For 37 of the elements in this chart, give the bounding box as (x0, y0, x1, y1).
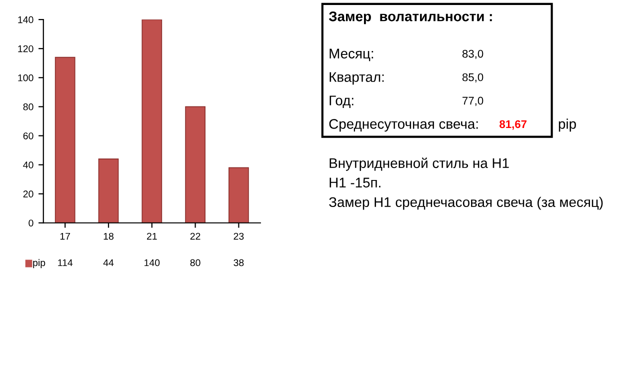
text: Замер волатильности : (328, 11, 492, 24)
text: Замер H1 среднечасовая свеча (за месяц) (329, 196, 603, 210)
text: 83,0 (462, 50, 484, 60)
x-tick-label: 18 (104, 232, 114, 240)
text: pip (558, 118, 576, 132)
x-tick-label: 17 (60, 232, 70, 240)
bar (54, 56, 76, 223)
text: Год: (330, 96, 354, 108)
bar (228, 167, 249, 223)
text: Квартал: (330, 72, 384, 85)
text: 81,67 (500, 120, 527, 130)
data-label: 140 (144, 259, 160, 266)
y-tick-label: 80 (23, 103, 34, 110)
text: 77,0 (462, 96, 484, 106)
y-tick-label: 140 (18, 16, 34, 24)
text: Внутридневной стиль на H1 (330, 158, 509, 171)
y-tick-label: 60 (23, 132, 34, 140)
data-label: 80 (190, 259, 200, 266)
bar (98, 158, 119, 223)
text: 85,0 (462, 73, 484, 82)
legend-label: pip (33, 259, 46, 268)
y-tick-label: 100 (18, 74, 34, 82)
y-tick-label: 40 (23, 162, 34, 168)
bar (142, 20, 162, 223)
x-tick-label: 22 (190, 232, 200, 240)
y-tick-label: 120 (18, 45, 34, 52)
y-tick-label: 0 (28, 220, 34, 226)
data-label: 44 (103, 259, 114, 266)
text: Месяц: (330, 48, 374, 62)
x-tick-label: 23 (234, 232, 244, 240)
data-label: 38 (234, 259, 244, 266)
text: Среднесуточная свеча: (329, 119, 478, 132)
data-label: 114 (58, 259, 73, 266)
bar (185, 106, 206, 223)
x-tick-label: 21 (146, 232, 157, 240)
text: H1 -15п. (330, 178, 380, 188)
y-tick-label: 20 (23, 190, 34, 198)
